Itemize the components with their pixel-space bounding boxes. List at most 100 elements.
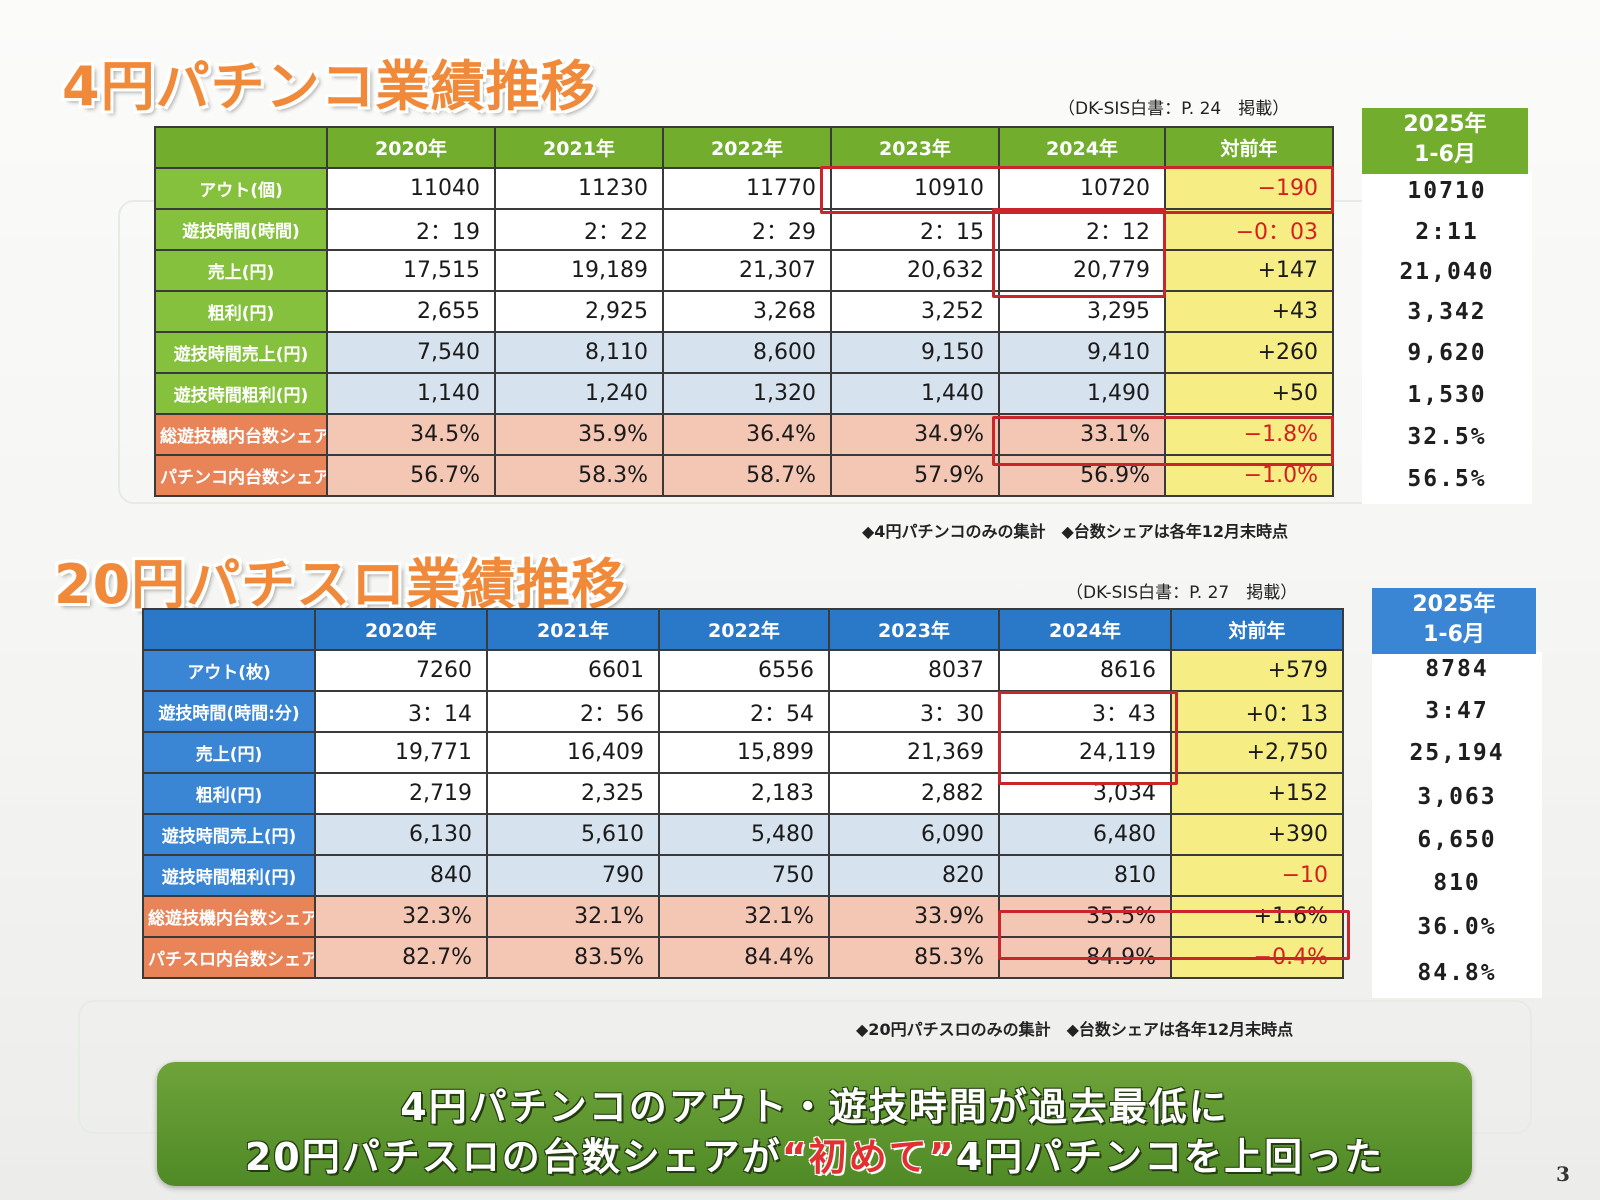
- table-cell: 1,440: [830, 372, 1000, 415]
- table-cell: 820: [828, 854, 1000, 897]
- yoy-cell: −190: [1164, 167, 1334, 210]
- table-header-row: 2020年 2021年 2022年 2023年 2024年 対前年: [154, 126, 1334, 169]
- row-label: 粗利(円): [142, 772, 316, 815]
- table-cell: 2,325: [486, 772, 660, 815]
- table-cell: 6601: [486, 649, 660, 692]
- row-label: 売上(円): [142, 731, 316, 774]
- side-value: 25,194: [1409, 740, 1505, 766]
- side-header-year: 2025年: [1412, 592, 1496, 617]
- table-row: 遊技時間(時間:分) 3：14 2：56 2：54 3：30 3：43 +0：1…: [142, 690, 1344, 733]
- table-cell: 1,240: [494, 372, 664, 415]
- table-cell: 11230: [494, 167, 664, 210]
- header-corner: [142, 608, 316, 651]
- table-cell: 3,295: [998, 290, 1166, 333]
- column-header-2021: 2021年: [486, 608, 660, 651]
- table-cell: 20,632: [830, 249, 1000, 292]
- column-header-yoy: 対前年: [1170, 608, 1344, 651]
- side-value: 810: [1433, 870, 1481, 896]
- yoy-cell: +260: [1164, 331, 1334, 374]
- table-cell: 58.7%: [662, 454, 832, 497]
- side-column-2025: [1372, 652, 1542, 998]
- table-cell: 7260: [314, 649, 488, 692]
- table-cell: 34.9%: [830, 413, 1000, 456]
- table-cell: 58.3%: [494, 454, 664, 497]
- table-row: 総遊技機内台数シェア 34.5% 35.9% 36.4% 34.9% 33.1%…: [154, 413, 1334, 456]
- side-value: 3:47: [1425, 698, 1489, 724]
- table-cell: 2：22: [494, 208, 664, 251]
- table-cell: 1,490: [998, 372, 1166, 415]
- table-cell: 33.9%: [828, 895, 1000, 938]
- column-header-2021: 2021年: [494, 126, 664, 169]
- table-cell: 36.4%: [662, 413, 832, 456]
- table-cell: 6,130: [314, 813, 488, 856]
- table-cell: 85.3%: [828, 936, 1000, 979]
- table-cell: 33.1%: [998, 413, 1166, 456]
- table-cell: 24,119: [998, 731, 1172, 774]
- table-cell: 3,252: [830, 290, 1000, 333]
- table-cell: 9,150: [830, 331, 1000, 374]
- table-cell: 2：56: [486, 690, 660, 733]
- yoy-cell: +2,750: [1170, 731, 1344, 774]
- table-cell: 56.9%: [998, 454, 1166, 497]
- column-header-2024: 2024年: [998, 126, 1166, 169]
- table-cell: 82.7%: [314, 936, 488, 979]
- table-cell: 21,307: [662, 249, 832, 292]
- column-header-2020: 2020年: [326, 126, 496, 169]
- table-cell: 35.5%: [998, 895, 1172, 938]
- table-row: 遊技時間売上(円) 6,130 5,610 5,480 6,090 6,480 …: [142, 813, 1344, 856]
- table-cell: 56.7%: [326, 454, 496, 497]
- side-value: 56.5%: [1407, 466, 1487, 492]
- table-cell: 57.9%: [830, 454, 1000, 497]
- side-value: 21,040: [1399, 259, 1495, 285]
- side-value: 1,530: [1407, 382, 1487, 408]
- row-label: 総遊技機内台数シェア: [142, 895, 316, 938]
- side-header-period: 1-6月: [1414, 142, 1476, 167]
- row-label: 総遊技機内台数シェア: [154, 413, 328, 456]
- side-value: 3,342: [1407, 299, 1487, 325]
- table-cell: 19,771: [314, 731, 488, 774]
- slot-section-title: 20円パチスロ業績推移: [54, 553, 627, 616]
- table-cell: 1,320: [662, 372, 832, 415]
- slot-performance-table: 2020年 2021年 2022年 2023年 2024年 対前年 アウト(枚)…: [142, 608, 1344, 979]
- table-cell: 8037: [828, 649, 1000, 692]
- row-label: 粗利(円): [154, 290, 328, 333]
- table-cell: 2：54: [658, 690, 830, 733]
- conclusion-emphasis: “初めて”: [781, 1135, 956, 1179]
- table-row: アウト(個) 11040 11230 11770 10910 10720 −19…: [154, 167, 1334, 210]
- table-cell: 21,369: [828, 731, 1000, 774]
- table-header-row: 2020年 2021年 2022年 2023年 2024年 対前年: [142, 608, 1344, 651]
- column-header-2022: 2022年: [658, 608, 830, 651]
- table-row: 粗利(円) 2,719 2,325 2,183 2,882 3,034 +152: [142, 772, 1344, 815]
- table-cell: 17,515: [326, 249, 496, 292]
- column-header-2020: 2020年: [314, 608, 488, 651]
- side-header-2025: 2025年 1-6月: [1362, 108, 1528, 174]
- side-value: 8784: [1425, 656, 1489, 682]
- page-number: 3: [1556, 1162, 1570, 1186]
- table-cell: 6,090: [828, 813, 1000, 856]
- table-cell: 3：30: [828, 690, 1000, 733]
- table-cell: 8,110: [494, 331, 664, 374]
- table-cell: 8616: [998, 649, 1172, 692]
- side-value: 9,620: [1407, 340, 1487, 366]
- side-header-period: 1-6月: [1423, 622, 1485, 647]
- table-cell: 1,140: [326, 372, 496, 415]
- row-label: 遊技時間(時間): [154, 208, 328, 251]
- yoy-cell: +50: [1164, 372, 1334, 415]
- row-label: 遊技時間粗利(円): [142, 854, 316, 897]
- column-header-2023: 2023年: [828, 608, 1000, 651]
- column-header-2022: 2022年: [662, 126, 832, 169]
- table-cell: 32.1%: [658, 895, 830, 938]
- table-cell: 84.9%: [998, 936, 1172, 979]
- yoy-cell: −1.8%: [1164, 413, 1334, 456]
- table-cell: 5,610: [486, 813, 660, 856]
- table-cell: 11040: [326, 167, 496, 210]
- yoy-cell: +43: [1164, 290, 1334, 333]
- table-cell: 2,925: [494, 290, 664, 333]
- side-value: 10710: [1407, 178, 1487, 204]
- row-label: パチンコ内台数シェア: [154, 454, 328, 497]
- table-cell: 3,268: [662, 290, 832, 333]
- table-cell: 2：19: [326, 208, 496, 251]
- side-column-2025: [1362, 172, 1532, 504]
- side-value: 3,063: [1417, 784, 1497, 810]
